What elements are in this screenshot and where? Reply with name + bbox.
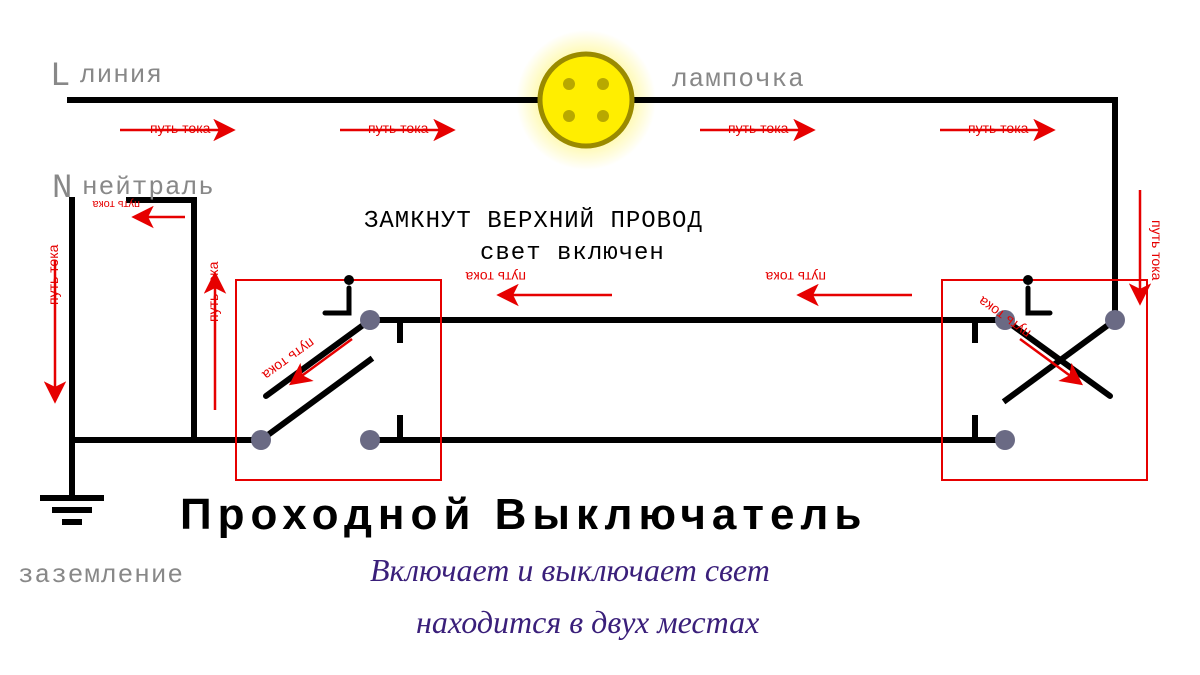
switch-handle-icon [325,288,349,313]
terminal-node [995,430,1015,450]
current-arrow [1020,339,1080,383]
current-path-label: путь тока [466,269,526,285]
ground: заземление [18,560,184,590]
subtitle2: находится в двух местах [416,604,759,641]
current-path-label: путь тока [728,120,788,136]
current-path-label: путь тока [968,120,1028,136]
current-path-label: путь тока [1149,220,1165,280]
state_line2: свет включен [480,240,665,267]
subtitle1: Включает и выключает свет [370,552,770,589]
L: L [50,58,71,96]
current-path-label: путь тока [45,245,61,305]
terminal-node [360,430,380,450]
terminal-node [360,310,380,330]
lamp-icon [540,54,632,146]
current-path-label: путь тока [368,120,428,136]
N: N [52,170,73,208]
switch-handle-icon [1028,288,1050,313]
wire [72,200,260,440]
neutral: нейтраль [82,172,215,202]
title: Проходной Выключатель [180,490,867,540]
state_line1: ЗАМКНУТ ВЕРХНИЙ ПРОВОД [364,208,703,235]
line: линия [80,60,163,90]
current-path-label: путь тока [205,262,221,322]
wire [129,200,194,440]
current-path-label: путь тока [766,269,826,285]
current-path-label: путь тока [150,120,210,136]
diagram-stage: путь тока путь тока путь тока путь тока путь… [0,0,1200,675]
lamp: лампочка [672,64,805,94]
terminal-node [251,430,271,450]
terminal-node [1105,310,1125,330]
